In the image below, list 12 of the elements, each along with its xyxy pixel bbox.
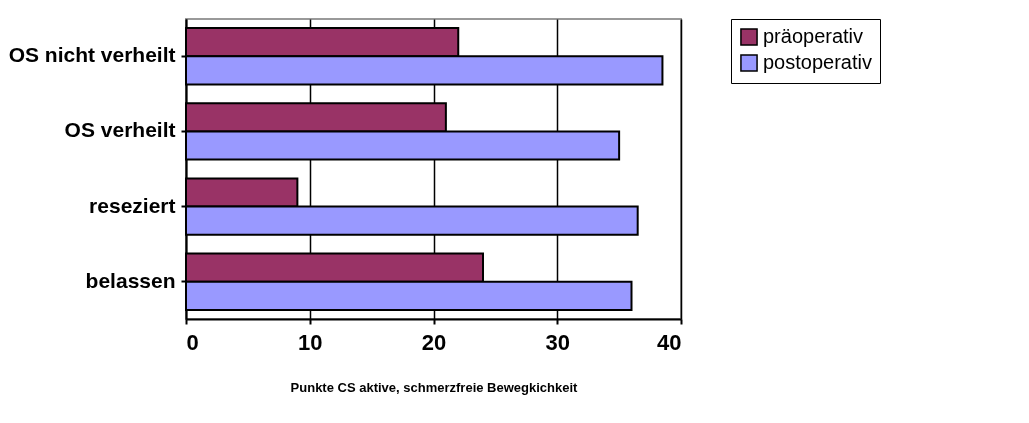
y-tick-label: OS verheilt (64, 118, 176, 142)
y-tick-label: OS nicht verheilt (8, 43, 176, 67)
x-tick-label: 30 (545, 329, 570, 355)
x-tick-label: 0 (186, 329, 199, 355)
x-tick-label: 40 (657, 329, 682, 355)
x-tick-label: 20 (421, 329, 447, 355)
y-tick-label: belassen (85, 268, 176, 292)
x-tick-label: 10 (298, 329, 323, 355)
legend-label: präoperativ (763, 25, 864, 47)
x-axis-title: Punkte CS aktive, schmerzfreie Bewegkichkeit (290, 379, 579, 395)
y-tick-label: reseziert (89, 193, 176, 217)
legend-label: postoperativ (763, 51, 872, 73)
